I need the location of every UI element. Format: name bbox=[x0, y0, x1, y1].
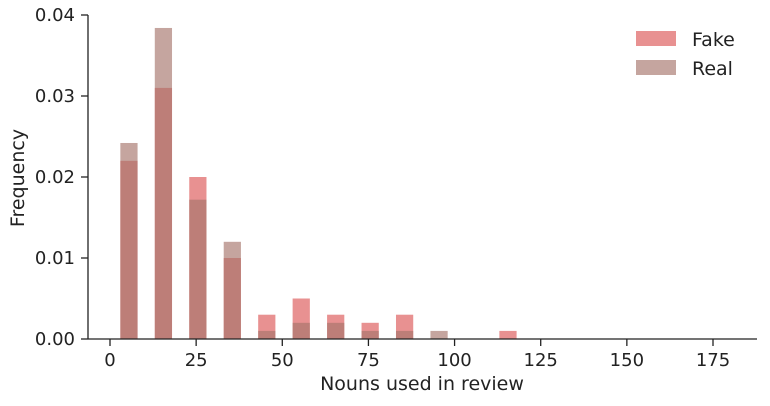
legend-swatch-real bbox=[636, 60, 676, 75]
legend-label-real: Real bbox=[692, 58, 733, 80]
bar-real-6 bbox=[327, 322, 345, 339]
bar-real-9 bbox=[430, 330, 448, 339]
bar-real-5 bbox=[292, 322, 310, 339]
legend-label-fake: Fake bbox=[692, 29, 735, 51]
y-tick-label: 0.04 bbox=[35, 5, 75, 26]
x-tick-label: 175 bbox=[696, 350, 730, 371]
x-tick-label: 25 bbox=[185, 350, 208, 371]
x-tick-label: 75 bbox=[357, 350, 380, 371]
bar-real-0 bbox=[120, 142, 138, 339]
bar-real-4 bbox=[258, 330, 276, 339]
series-real bbox=[120, 27, 448, 340]
y-tick-label: 0.01 bbox=[35, 248, 75, 269]
bar-real-8 bbox=[395, 330, 414, 339]
x-tick-label: 50 bbox=[271, 350, 294, 371]
bar-real-7 bbox=[361, 330, 379, 339]
x-tick-label: 150 bbox=[610, 350, 644, 371]
y-tick-label: 0.03 bbox=[35, 86, 75, 107]
bar-real-3 bbox=[223, 241, 241, 339]
x-tick-label: 100 bbox=[437, 350, 471, 371]
series-fake bbox=[120, 87, 517, 340]
ticks-layer: 0 25 50 75 100 125 150 175 0.00 0.01 0.02 0.03 0.04 bbox=[35, 5, 730, 371]
x-axis-label: Nouns used in review bbox=[320, 373, 524, 395]
bar-real-1 bbox=[154, 27, 173, 340]
bar-real-2 bbox=[189, 199, 207, 339]
x-tick-label: 0 bbox=[104, 350, 115, 371]
x-tick-label: 125 bbox=[524, 350, 558, 371]
legend-swatch-fake bbox=[636, 31, 676, 46]
y-tick-label: 0.02 bbox=[35, 167, 75, 188]
legend: Fake Real bbox=[636, 29, 735, 80]
bars-layer bbox=[120, 27, 517, 340]
y-tick-label: 0.00 bbox=[35, 329, 75, 350]
bar-fake-9 bbox=[499, 330, 517, 339]
y-axis-label: Frequency bbox=[7, 129, 29, 227]
